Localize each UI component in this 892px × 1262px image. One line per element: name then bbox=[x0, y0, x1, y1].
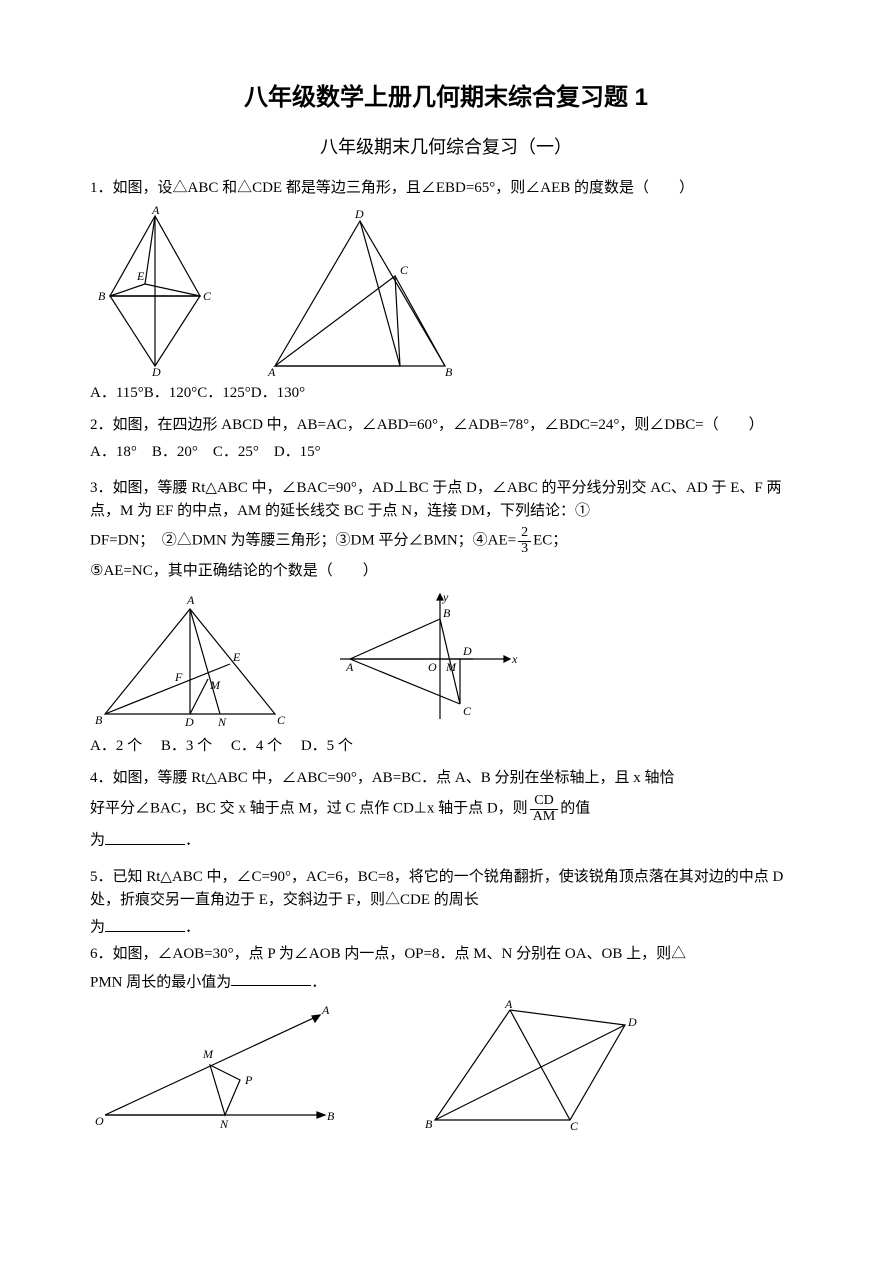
question-1-text: 1．如图，设△ABC 和△CDE 都是等边三角形，且∠EBD=65°，则∠AEB… bbox=[90, 177, 802, 200]
question-6-text-b: PMN 周长的最小值为 ． bbox=[90, 970, 802, 994]
svg-text:C: C bbox=[400, 263, 409, 277]
svg-text:y: y bbox=[442, 590, 449, 604]
question-4-text-b-pre: 好平分∠BAC，BC 交 x 轴于点 M，过 C 点作 CD⊥x 轴于点 D，则 bbox=[90, 801, 528, 817]
svg-text:D: D bbox=[151, 365, 161, 376]
question-6-figures: O A B M P N A B C D bbox=[90, 1000, 802, 1130]
question-4-text-b: 好平分∠BAC，BC 交 x 轴于点 M，过 C 点作 CD⊥x 轴于点 D，则… bbox=[90, 794, 802, 824]
fraction-cd-am: CDAM bbox=[530, 794, 559, 824]
question-3-options: A．2 个 B．3 个 C．4 个 D．5 个 bbox=[90, 735, 802, 758]
question-5-text-b: 为． bbox=[90, 915, 802, 939]
question-5-text-a: 5．已知 Rt△ABC 中，∠C=90°，AC=6，BC=8，将它的一个锐角翻折… bbox=[90, 866, 802, 911]
question-4-text-c-pre: 为 bbox=[90, 833, 105, 849]
svg-text:A: A bbox=[345, 660, 354, 674]
question-4-text-a: 4．如图，等腰 Rt△ABC 中，∠ABC=90°，AB=BC．点 A、B 分别… bbox=[90, 767, 802, 790]
svg-text:E: E bbox=[232, 650, 241, 664]
svg-text:A: A bbox=[186, 593, 195, 607]
svg-text:M: M bbox=[202, 1047, 214, 1061]
svg-text:N: N bbox=[219, 1117, 229, 1130]
svg-text:D: D bbox=[184, 715, 194, 729]
question-3-text-a: 3．如图，等腰 Rt△ABC 中，∠BAC=90°，AD⊥BC 于点 D，∠AB… bbox=[90, 477, 802, 522]
blank-q6 bbox=[231, 970, 311, 987]
figure-6a: O A B M P N bbox=[90, 1000, 340, 1130]
page-subtitle: 八年级期末几何综合复习（一） bbox=[90, 134, 802, 161]
svg-text:C: C bbox=[463, 704, 472, 718]
question-2-text: 2．如图，在四边形 ABCD 中，AB=AC，∠ABD=60°，∠ADB=78°… bbox=[90, 414, 802, 437]
svg-text:B: B bbox=[425, 1117, 433, 1130]
question-1-options: A．115°B．120°C．125°D．130° bbox=[90, 382, 802, 405]
question-2-options: A．18° B．20° C．25° D．15° bbox=[90, 441, 802, 464]
question-4-text-c-post: ． bbox=[185, 833, 200, 849]
question-4-text-b-post: 的值 bbox=[560, 801, 590, 817]
svg-text:A: A bbox=[267, 365, 276, 376]
question-3-text-b: DF=DN； ②△DMN 为等腰三角形；③DM 平分∠BMN；④AE=23EC； bbox=[90, 526, 802, 556]
svg-text:M: M bbox=[445, 660, 457, 674]
svg-text:B: B bbox=[98, 289, 106, 303]
question-6-text-b-post: ． bbox=[311, 974, 326, 990]
figure-3b: y x A B C D O M bbox=[330, 589, 520, 729]
svg-text:B: B bbox=[327, 1109, 335, 1123]
page-title: 八年级数学上册几何期末综合复习题 1 bbox=[90, 80, 802, 116]
svg-text:D: D bbox=[354, 207, 364, 221]
question-6-text-b-pre: PMN 周长的最小值为 bbox=[90, 974, 231, 990]
svg-text:E: E bbox=[136, 269, 145, 283]
fraction-2-3: 23 bbox=[518, 526, 531, 556]
question-3-figures: A B C D N E F M bbox=[90, 589, 802, 729]
svg-text:A: A bbox=[321, 1003, 330, 1017]
svg-text:D: D bbox=[627, 1015, 637, 1029]
svg-text:B: B bbox=[443, 606, 451, 620]
svg-text:A: A bbox=[151, 206, 160, 217]
question-5-text-b-pre: 为 bbox=[90, 920, 105, 936]
question-6-text-a: 6．如图，∠AOB=30°，点 P 为∠AOB 内一点，OP=8．点 M、N 分… bbox=[90, 943, 802, 966]
svg-text:N: N bbox=[217, 715, 227, 729]
figure-1a: A B C D E bbox=[90, 206, 220, 376]
question-3-text-b-main: DF=DN； ②△DMN 为等腰三角形；③DM 平分∠BMN；④AE= bbox=[90, 533, 516, 549]
figure-3a: A B C D N E F M bbox=[90, 589, 290, 729]
question-3-text-b-tail: EC； bbox=[533, 533, 567, 549]
svg-text:D: D bbox=[462, 644, 472, 658]
svg-text:C: C bbox=[570, 1119, 579, 1130]
svg-text:B: B bbox=[95, 713, 103, 727]
svg-text:P: P bbox=[244, 1073, 253, 1087]
svg-text:O: O bbox=[95, 1114, 104, 1128]
question-4-text-c: 为． bbox=[90, 828, 802, 852]
blank-q5 bbox=[105, 915, 185, 932]
svg-text:C: C bbox=[277, 713, 286, 727]
figure-1b: A B C D bbox=[260, 206, 460, 376]
svg-text:x: x bbox=[511, 652, 518, 666]
question-5-text-b-post: ． bbox=[185, 920, 200, 936]
svg-text:C: C bbox=[203, 289, 212, 303]
blank-q4 bbox=[105, 828, 185, 845]
svg-text:F: F bbox=[174, 670, 183, 684]
svg-text:B: B bbox=[445, 365, 453, 376]
svg-text:A: A bbox=[504, 1000, 513, 1011]
question-3-text-c: ⑤AE=NC，其中正确结论的个数是（ ） bbox=[90, 560, 802, 583]
figure-6b: A B C D bbox=[420, 1000, 640, 1130]
svg-text:O: O bbox=[428, 660, 437, 674]
svg-text:M: M bbox=[209, 678, 221, 692]
question-1-figures: A B C D E A B C D bbox=[90, 206, 802, 376]
